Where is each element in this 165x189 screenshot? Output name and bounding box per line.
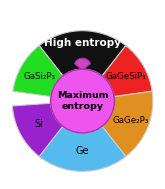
Circle shape (51, 69, 114, 133)
Text: Maximum
entropy: Maximum entropy (57, 91, 108, 111)
Text: Si: Si (34, 119, 43, 129)
Text: Ge: Ge (76, 146, 89, 156)
Text: GaGeSiP₃: GaGeSiP₃ (105, 72, 146, 81)
Text: High entropy: High entropy (44, 38, 121, 48)
Wedge shape (12, 103, 63, 156)
Text: GaSi₂P₃: GaSi₂P₃ (23, 72, 55, 81)
Wedge shape (39, 31, 126, 76)
Wedge shape (102, 46, 152, 97)
Wedge shape (39, 126, 126, 171)
Wedge shape (13, 46, 63, 97)
Text: GaGe₂P₃: GaGe₂P₃ (112, 116, 148, 125)
Polygon shape (75, 58, 90, 70)
Wedge shape (102, 91, 153, 156)
